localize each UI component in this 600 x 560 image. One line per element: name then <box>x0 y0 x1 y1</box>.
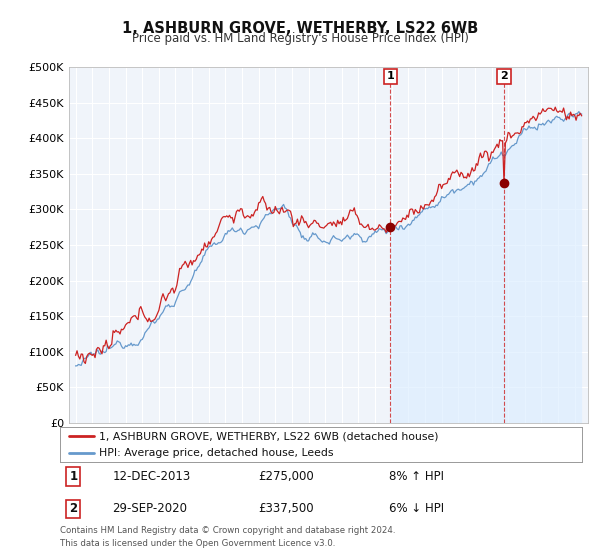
Text: 6% ↓ HPI: 6% ↓ HPI <box>389 502 444 516</box>
Text: 12-DEC-2013: 12-DEC-2013 <box>112 469 190 483</box>
Text: Contains HM Land Registry data © Crown copyright and database right 2024.
This d: Contains HM Land Registry data © Crown c… <box>60 526 395 548</box>
Text: 29-SEP-2020: 29-SEP-2020 <box>112 502 187 516</box>
Text: £275,000: £275,000 <box>259 469 314 483</box>
Text: 1: 1 <box>70 469 77 483</box>
Text: 1, ASHBURN GROVE, WETHERBY, LS22 6WB (detached house): 1, ASHBURN GROVE, WETHERBY, LS22 6WB (de… <box>99 431 439 441</box>
Text: Price paid vs. HM Land Registry's House Price Index (HPI): Price paid vs. HM Land Registry's House … <box>131 32 469 45</box>
Text: 1, ASHBURN GROVE, WETHERBY, LS22 6WB: 1, ASHBURN GROVE, WETHERBY, LS22 6WB <box>122 21 478 36</box>
Text: £337,500: £337,500 <box>259 502 314 516</box>
Text: 2: 2 <box>500 72 508 81</box>
Text: 8% ↑ HPI: 8% ↑ HPI <box>389 469 444 483</box>
Text: 1: 1 <box>386 72 394 81</box>
Text: 2: 2 <box>70 502 77 516</box>
Text: HPI: Average price, detached house, Leeds: HPI: Average price, detached house, Leed… <box>99 448 334 458</box>
